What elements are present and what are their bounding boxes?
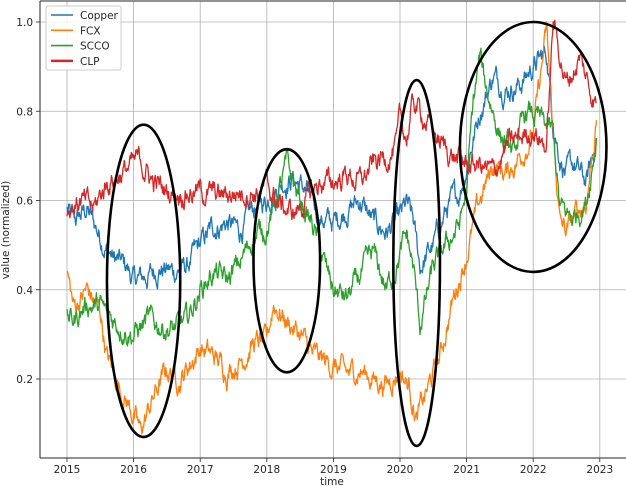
- legend: Copper FCX SCCO CLP: [45, 5, 122, 71]
- annotation-ellipse: [392, 78, 442, 448]
- y-tick-label: 0.6: [16, 196, 33, 208]
- annotation-ellipse: [252, 147, 322, 374]
- y-tick-label: 1.0: [16, 17, 33, 29]
- x-axis-label: time: [320, 476, 344, 486]
- x-tick-label: 2020: [387, 464, 414, 476]
- legend-label: Copper: [80, 10, 119, 22]
- annotation-ellipses: [105, 20, 608, 448]
- y-tick-label: 0.4: [16, 285, 33, 297]
- series-line-copper: [66, 45, 598, 290]
- series-line-fcx: [66, 21, 598, 435]
- legend-box: [45, 5, 122, 71]
- x-tick-label: 2023: [586, 464, 613, 476]
- x-tick-label: 2017: [187, 464, 214, 476]
- tick-labels: 2015 2016 2017 2018 2019 2020 2021 2022 2023 0.2 0…: [16, 17, 613, 476]
- legend-label: FCX: [80, 25, 101, 37]
- series-lines: [66, 19, 598, 435]
- x-tick-label: 2022: [520, 464, 547, 476]
- y-tick-label: 0.2: [16, 374, 33, 386]
- x-tick-label: 2018: [253, 464, 280, 476]
- x-tick-label: 2015: [54, 464, 81, 476]
- x-tick-label: 2021: [453, 464, 480, 476]
- series-line-scco: [66, 47, 598, 347]
- series-line-clp: [66, 19, 597, 221]
- gridlines: [40, 1, 626, 458]
- y-axis-label: value (normalized): [0, 181, 12, 280]
- y-tick-label: 0.8: [16, 106, 33, 118]
- annotation-ellipse: [105, 123, 182, 439]
- legend-label: SCCO: [80, 41, 110, 53]
- legend-label: CLP: [80, 56, 100, 68]
- x-tick-label: 2016: [120, 464, 147, 476]
- x-tick-label: 2019: [320, 464, 347, 476]
- annotation-ellipse: [458, 20, 608, 274]
